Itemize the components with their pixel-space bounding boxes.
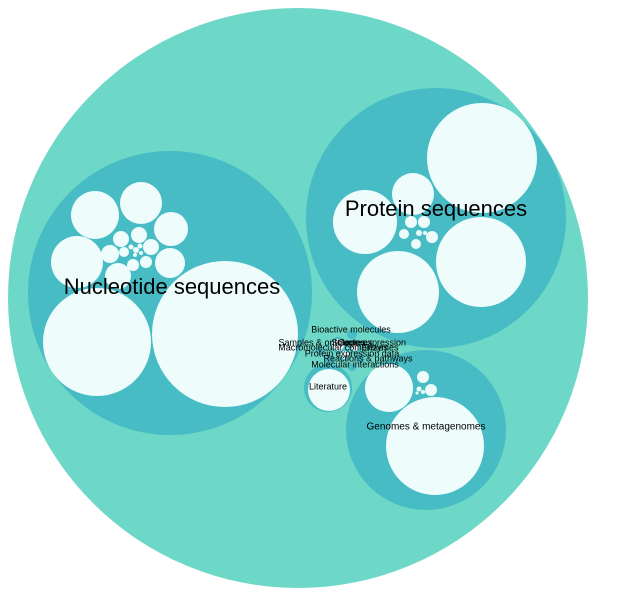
label-enzymes: Enzymes [361,342,399,352]
leaf-circle[interactable] [421,390,425,394]
leaf-circle[interactable] [436,217,526,307]
group-circle-small[interactable] [316,347,324,355]
leaf-circle[interactable] [357,251,439,333]
label-reactions-pathways: Reactions & pathways [323,353,413,363]
leaf-circle[interactable] [71,191,119,239]
leaf-circle[interactable] [333,190,397,254]
leaf-circle[interactable] [101,245,119,263]
leaf-circle[interactable] [405,216,417,228]
leaf-circle[interactable] [341,351,349,359]
leaf-circle[interactable] [140,256,152,268]
leaf-circle[interactable] [423,231,427,235]
label-protein-expression-data: Protein expression data [305,348,400,358]
leaf-circle[interactable] [351,343,359,351]
leaf-circle[interactable] [154,212,188,246]
label-molecular-interactions: Molecular interactions [311,359,399,369]
leaf-circle[interactable] [416,230,422,236]
leaf-circle[interactable] [152,261,298,407]
leaf-circle[interactable] [137,243,143,249]
leaf-circle[interactable] [113,231,129,247]
label-literature: Literature [309,381,347,391]
label-samples-ontologies: Samples & ontologies [278,337,366,347]
leaf-circle[interactable] [332,339,344,351]
leaf-circle[interactable] [415,391,419,395]
group-circle-small[interactable] [355,353,365,363]
leaf-circle[interactable] [133,253,137,257]
group-circle-small[interactable] [348,363,356,371]
leaf-circle[interactable] [119,247,129,257]
leaf-circle[interactable] [43,288,151,396]
leaf-circle[interactable] [399,229,409,239]
leaf-circle[interactable] [139,251,143,255]
leaf-circle[interactable] [120,182,162,224]
leaf-circle[interactable] [308,369,350,411]
leaf-circle[interactable] [386,397,484,495]
leaf-circle[interactable] [131,227,147,243]
label-bioactive-molecules: Bioactive molecules [311,324,391,334]
leaf-circle[interactable] [105,263,131,289]
label-nucleotide-sequences: Nucleotide sequences [64,274,280,299]
leaf-circle[interactable] [51,236,103,288]
leaf-circle[interactable] [411,239,421,249]
group-literature[interactable]: Literature [304,364,352,412]
leaf-circle[interactable] [418,216,430,228]
label-protein-sequences: Protein sequences [345,196,527,221]
leaf-circle[interactable] [365,364,413,412]
label-genomes-metagenomes: Genomes & metagenomes [367,422,486,433]
leaf-circle[interactable] [128,244,134,250]
group-circle-small[interactable] [325,355,335,365]
group-circle-small[interactable] [347,329,357,339]
leaf-circle[interactable] [155,248,185,278]
group-genomes-metagenomes[interactable]: Genomes & metagenomes [346,350,506,510]
label-structures: Structures [331,337,373,347]
leaf-circle[interactable] [417,371,429,383]
leaf-circle[interactable] [127,259,139,271]
leaf-circle[interactable] [427,103,537,213]
leaf-circle[interactable] [425,384,437,396]
leaf-circle[interactable] [392,173,434,215]
leaf-circle[interactable] [416,386,422,392]
leaf-circle[interactable] [143,239,159,255]
leaf-circle[interactable] [426,231,438,243]
group-nucleotide-sequences[interactable]: Nucleotide sequences [28,151,312,435]
small-groups-cluster[interactable]: Bioactive molecules Samples & ontologies… [278,324,413,371]
label-macromolecular-complexes: Macromolecular complexes [278,342,388,352]
leaf-circle[interactable] [133,247,139,253]
label-gene-expression: Gene expression [338,337,406,347]
group-protein-sequences[interactable]: Protein sequences [306,88,566,348]
